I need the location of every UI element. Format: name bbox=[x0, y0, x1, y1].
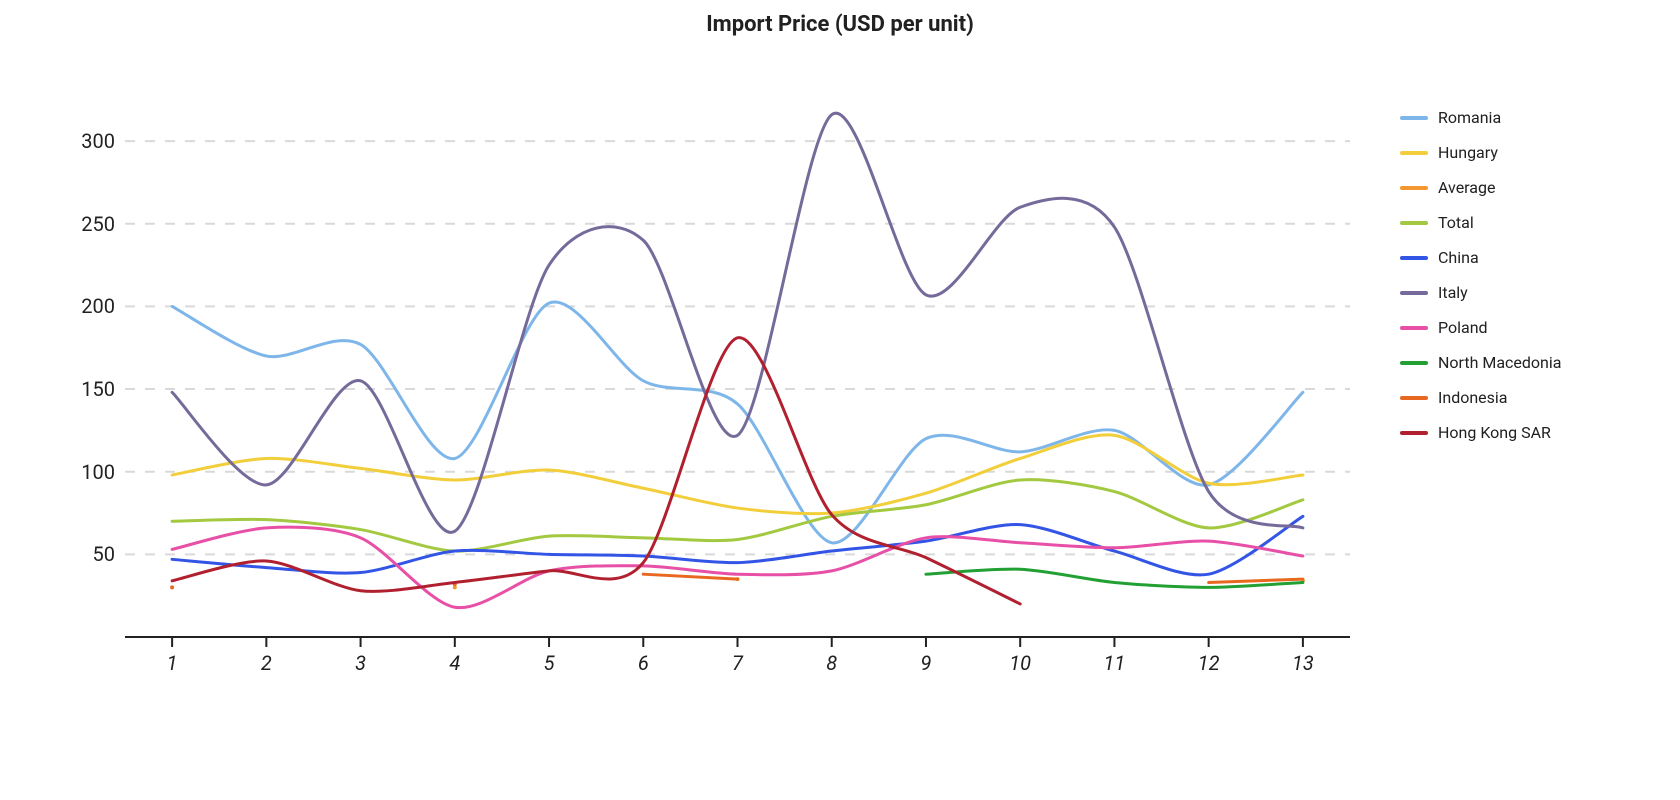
legend-item[interactable]: Italy bbox=[1400, 275, 1650, 310]
x-tick-label: 13 bbox=[1283, 651, 1323, 675]
x-tick-label: 12 bbox=[1189, 651, 1229, 675]
legend-label: Total bbox=[1438, 214, 1474, 232]
legend-swatch bbox=[1400, 116, 1428, 120]
legend-label: Indonesia bbox=[1438, 389, 1508, 407]
x-tick-label: 5 bbox=[529, 651, 569, 675]
legend-swatch bbox=[1400, 361, 1428, 365]
legend-item[interactable]: Hungary bbox=[1400, 135, 1650, 170]
x-tick-label: 9 bbox=[906, 651, 946, 675]
y-tick-label: 50 bbox=[45, 542, 115, 566]
y-tick-label: 250 bbox=[45, 212, 115, 236]
legend-label: Italy bbox=[1438, 284, 1468, 302]
legend-label: China bbox=[1438, 249, 1479, 267]
legend-item[interactable]: North Macedonia bbox=[1400, 345, 1650, 380]
x-tick-label: 2 bbox=[246, 651, 286, 675]
legend-item[interactable]: Hong Kong SAR bbox=[1400, 415, 1650, 450]
series-line bbox=[172, 435, 1303, 514]
legend-item[interactable]: Romania bbox=[1400, 100, 1650, 135]
legend-item[interactable]: Average bbox=[1400, 170, 1650, 205]
x-tick-label: 6 bbox=[623, 651, 663, 675]
y-tick-label: 100 bbox=[45, 460, 115, 484]
series-point bbox=[170, 585, 174, 589]
legend-label: Romania bbox=[1438, 109, 1501, 127]
y-tick-label: 300 bbox=[45, 129, 115, 153]
x-tick-label: 8 bbox=[812, 651, 852, 675]
legend-label: North Macedonia bbox=[1438, 354, 1561, 372]
x-tick-label: 11 bbox=[1094, 651, 1134, 675]
x-tick-label: 4 bbox=[435, 651, 475, 675]
legend-label: Average bbox=[1438, 179, 1495, 197]
series-line bbox=[172, 480, 1303, 551]
legend-item[interactable]: Total bbox=[1400, 205, 1650, 240]
chart-title: Import Price (USD per unit) bbox=[0, 12, 1680, 37]
legend-item[interactable]: China bbox=[1400, 240, 1650, 275]
x-tick-label: 3 bbox=[341, 651, 381, 675]
legend-label: Poland bbox=[1438, 319, 1488, 337]
legend-label: Hong Kong SAR bbox=[1438, 424, 1551, 442]
legend-swatch bbox=[1400, 186, 1428, 190]
plot-svg bbox=[125, 75, 1350, 685]
x-tick-label: 7 bbox=[718, 651, 758, 675]
x-tick-label: 1 bbox=[152, 651, 192, 675]
legend-item[interactable]: Indonesia bbox=[1400, 380, 1650, 415]
legend-swatch bbox=[1400, 256, 1428, 260]
legend-swatch bbox=[1400, 396, 1428, 400]
legend-swatch bbox=[1400, 221, 1428, 225]
legend-item[interactable]: Poland bbox=[1400, 310, 1650, 345]
x-tick-label: 10 bbox=[1000, 651, 1040, 675]
y-tick-label: 200 bbox=[45, 294, 115, 318]
chart-wrap: Import Price (USD per unit) Romania Hunga… bbox=[0, 0, 1680, 800]
legend-swatch bbox=[1400, 151, 1428, 155]
series-line bbox=[643, 574, 737, 579]
legend-label: Hungary bbox=[1438, 144, 1498, 162]
legend-swatch bbox=[1400, 326, 1428, 330]
y-tick-label: 150 bbox=[45, 377, 115, 401]
plot-area bbox=[125, 75, 1350, 685]
legend-swatch bbox=[1400, 431, 1428, 435]
series-line bbox=[172, 113, 1303, 532]
legend: Romania Hungary Average Total China Italy Pola… bbox=[1400, 100, 1650, 450]
legend-swatch bbox=[1400, 291, 1428, 295]
